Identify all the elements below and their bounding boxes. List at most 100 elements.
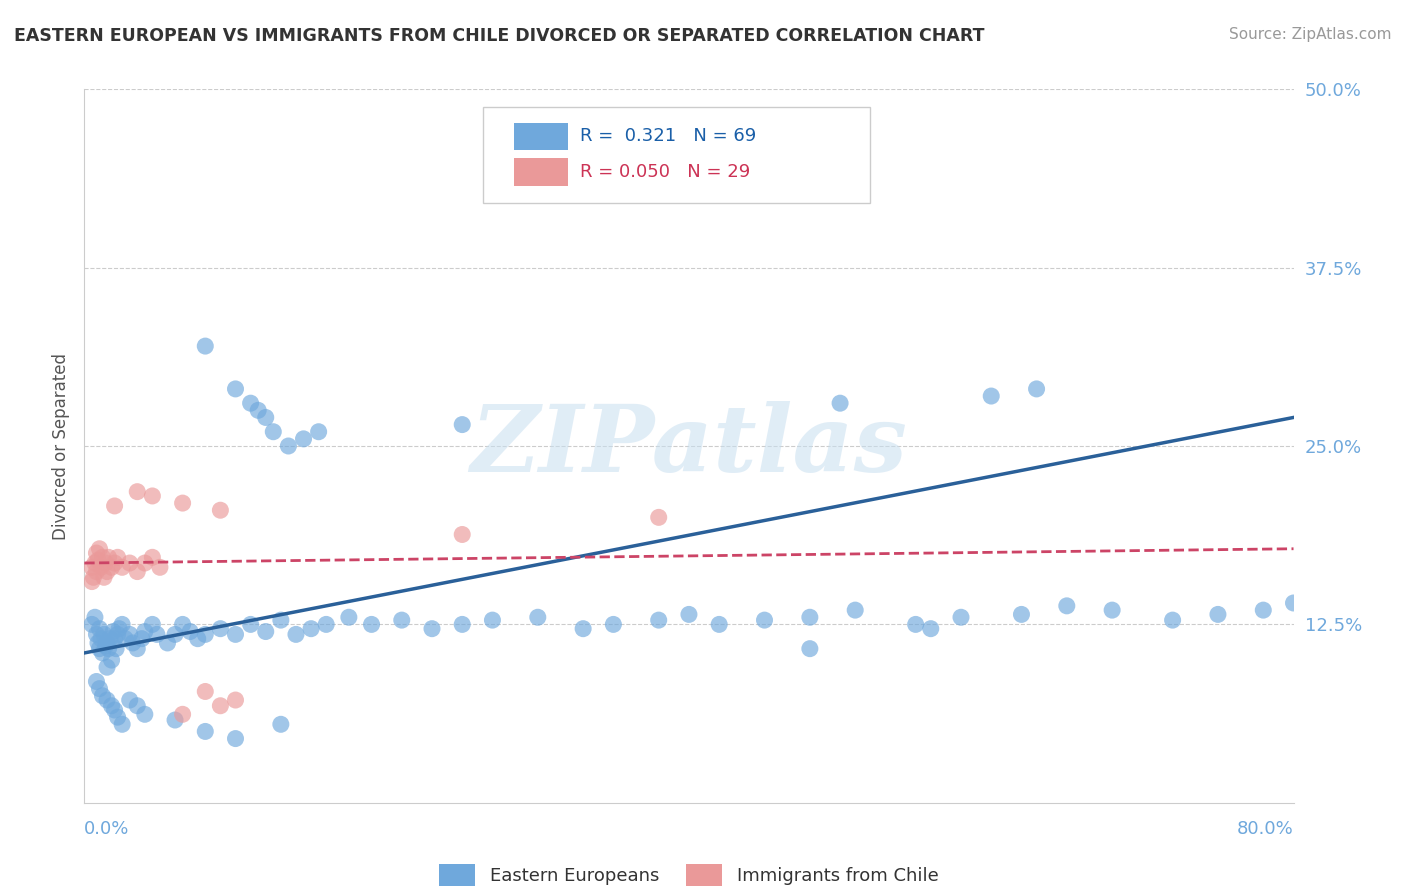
Point: [602, 617, 624, 632]
FancyBboxPatch shape: [484, 107, 870, 203]
Point: [572, 622, 595, 636]
Point: [277, 439, 299, 453]
Point: [754, 613, 776, 627]
Text: ZIPatlas: ZIPatlas: [471, 401, 907, 491]
Point: [1206, 607, 1229, 622]
Point: [80, 617, 103, 632]
Point: [84, 556, 107, 570]
Point: [247, 403, 270, 417]
Point: [678, 607, 700, 622]
Point: [141, 617, 163, 632]
Point: [100, 653, 122, 667]
Point: [225, 382, 247, 396]
Point: [225, 693, 247, 707]
Legend: Eastern Europeans, Immigrants from Chile: Eastern Europeans, Immigrants from Chile: [432, 857, 946, 892]
Point: [86, 674, 108, 689]
Point: [98, 632, 121, 646]
Point: [647, 613, 671, 627]
Point: [107, 550, 129, 565]
Point: [1282, 596, 1305, 610]
Point: [172, 496, 194, 510]
Point: [127, 698, 149, 713]
Point: [111, 560, 134, 574]
Point: [172, 617, 194, 632]
Point: [107, 627, 129, 641]
Point: [114, 632, 136, 646]
Point: [96, 693, 118, 707]
Point: [709, 617, 731, 632]
Point: [127, 641, 149, 656]
Point: [315, 617, 337, 632]
Point: [104, 632, 127, 646]
Point: [187, 632, 209, 646]
Point: [91, 550, 114, 565]
Point: [194, 684, 217, 698]
Point: [86, 546, 108, 560]
Point: [80, 560, 103, 574]
Text: 0.0%: 0.0%: [84, 820, 129, 838]
Point: [360, 617, 382, 632]
Point: [84, 610, 107, 624]
Point: [100, 698, 122, 713]
Point: [481, 613, 503, 627]
Point: [80, 574, 103, 589]
Point: [209, 622, 232, 636]
Bar: [513, 159, 568, 186]
Point: [799, 610, 821, 624]
Point: [149, 560, 172, 574]
Point: [526, 610, 548, 624]
Point: [87, 553, 110, 567]
Point: [100, 560, 122, 574]
Point: [104, 556, 127, 570]
Point: [337, 610, 360, 624]
Point: [105, 641, 128, 656]
Point: [93, 627, 115, 641]
Point: [97, 641, 120, 656]
Point: [127, 565, 149, 579]
Text: R =  0.321   N = 69: R = 0.321 N = 69: [581, 128, 756, 145]
Point: [134, 624, 156, 639]
Point: [194, 627, 217, 641]
Point: [950, 610, 973, 624]
Point: [194, 724, 217, 739]
Y-axis label: Divorced or Separated: Divorced or Separated: [52, 352, 70, 540]
Point: [156, 636, 179, 650]
Point: [97, 550, 120, 565]
Point: [1056, 599, 1078, 613]
Point: [163, 713, 186, 727]
Text: Source: ZipAtlas.com: Source: ZipAtlas.com: [1229, 27, 1392, 42]
Point: [163, 627, 186, 641]
Bar: [513, 123, 568, 150]
Point: [118, 693, 141, 707]
Point: [108, 622, 131, 636]
Point: [107, 710, 129, 724]
Point: [93, 570, 115, 584]
Point: [86, 627, 108, 641]
Point: [1101, 603, 1123, 617]
Point: [284, 627, 308, 641]
Text: EASTERN EUROPEAN VS IMMIGRANTS FROM CHILE DIVORCED OR SEPARATED CORRELATION CHAR: EASTERN EUROPEAN VS IMMIGRANTS FROM CHIL…: [14, 27, 984, 45]
Point: [172, 707, 194, 722]
Point: [82, 570, 104, 584]
Point: [209, 503, 232, 517]
Point: [96, 660, 118, 674]
Point: [131, 632, 153, 646]
Point: [270, 717, 292, 731]
Point: [270, 613, 292, 627]
Point: [1161, 613, 1184, 627]
Point: [94, 556, 117, 570]
Point: [239, 396, 262, 410]
Point: [844, 603, 866, 617]
Point: [420, 622, 443, 636]
Point: [225, 731, 247, 746]
Point: [141, 550, 163, 565]
Point: [96, 636, 118, 650]
Point: [111, 617, 134, 632]
Point: [179, 624, 201, 639]
Point: [134, 556, 156, 570]
Point: [225, 627, 247, 641]
Point: [86, 565, 108, 579]
Point: [89, 622, 111, 636]
Point: [1010, 607, 1032, 622]
Point: [146, 627, 169, 641]
